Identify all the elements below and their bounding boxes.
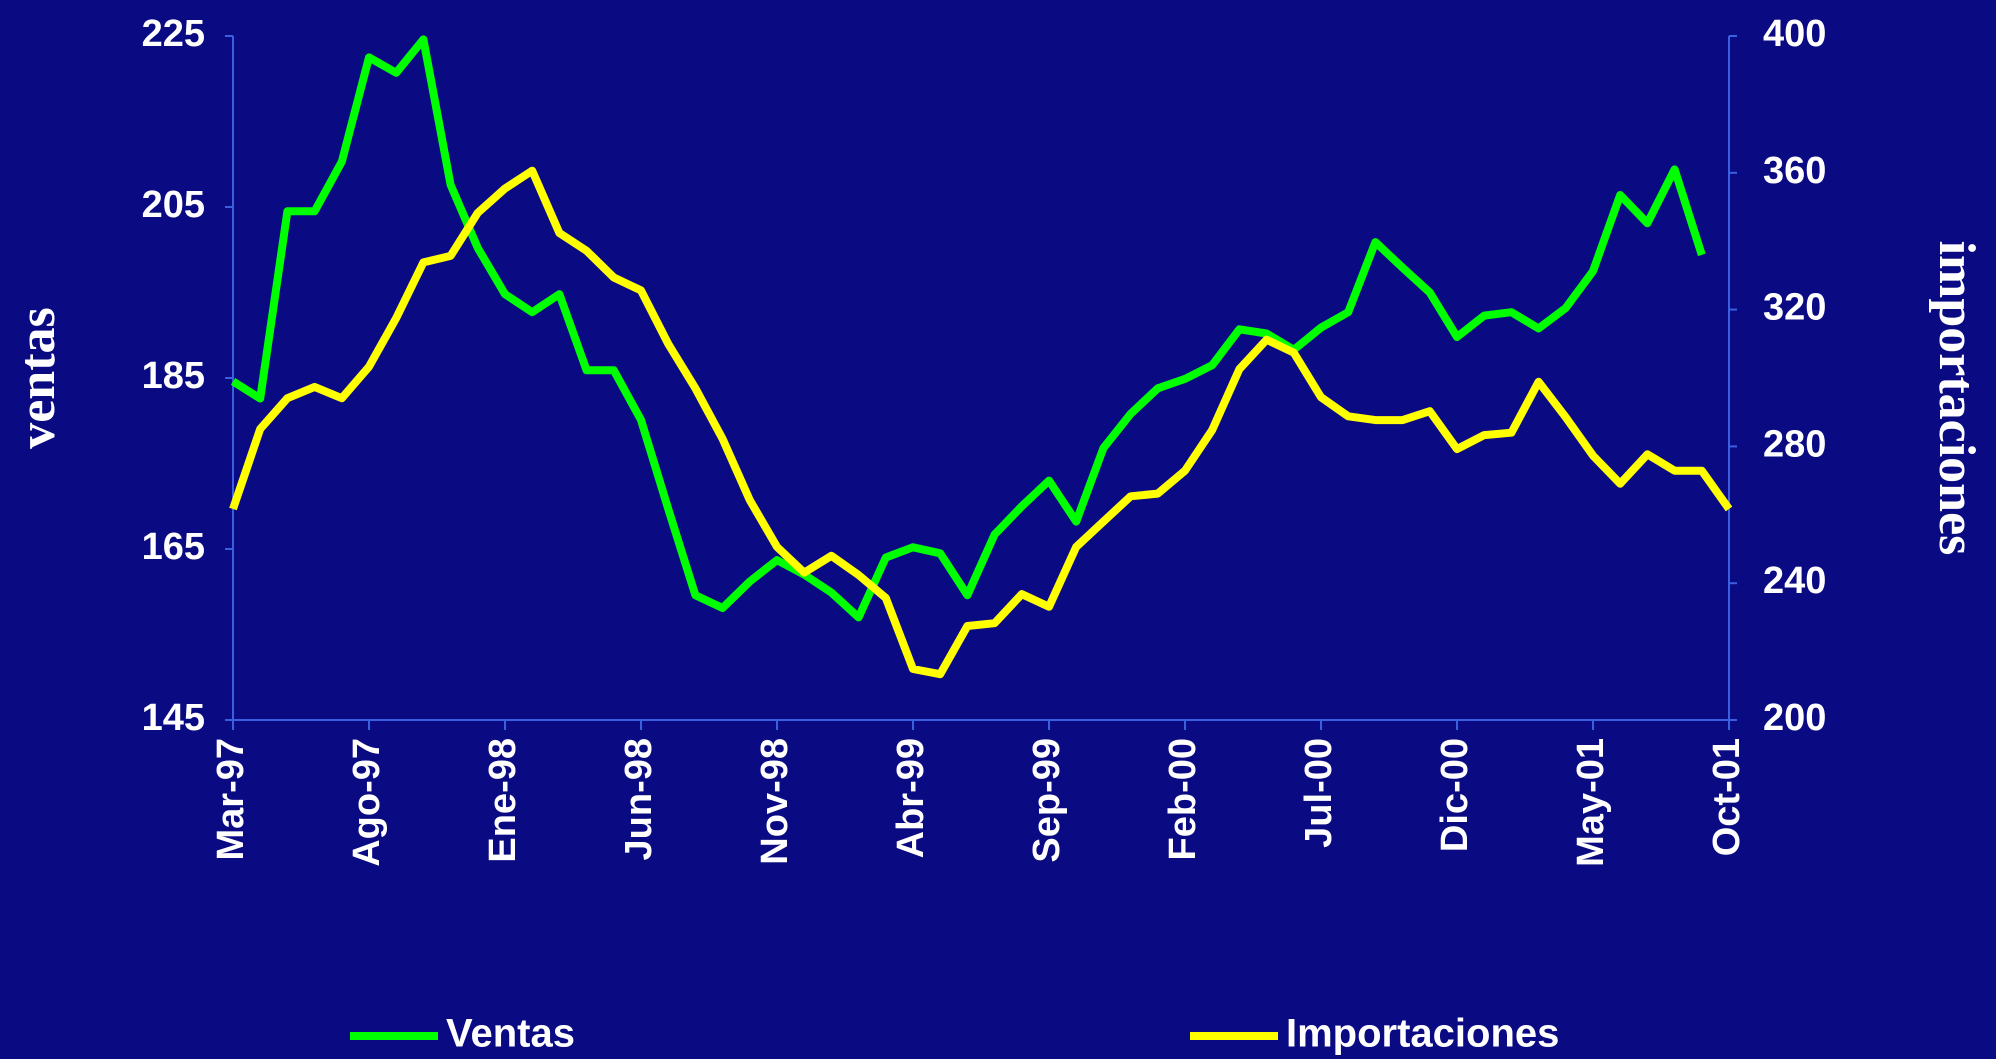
legend-label: Ventas (446, 1012, 575, 1056)
y-tick-label: 165 (142, 526, 205, 568)
x-tick-label: May-01 (1570, 738, 1612, 867)
y2-tick-label: 360 (1763, 150, 1826, 192)
y-tick-label: 145 (142, 697, 205, 739)
x-tick-label: Sep-99 (1026, 738, 1068, 863)
y-tick-label: 225 (142, 13, 205, 55)
x-tick-label: Ago-97 (346, 738, 388, 867)
legend-label: Importaciones (1286, 1012, 1559, 1056)
x-tick-label: Jun-98 (618, 738, 660, 860)
y-tick-label: 185 (142, 355, 205, 397)
y2-tick-label: 200 (1763, 697, 1826, 739)
x-tick-label: Nov-98 (754, 738, 796, 865)
x-tick-label: Ene-98 (482, 738, 524, 863)
series-line (230, 35, 1706, 622)
y-tick-label: 205 (142, 184, 205, 226)
y2-tick-label: 280 (1763, 423, 1826, 465)
y2-axis-title: importaciones (1928, 241, 1985, 556)
x-tick-label: Feb-00 (1162, 738, 1204, 860)
y2-tick-label: 400 (1763, 13, 1826, 55)
y2-tick-label: 240 (1763, 560, 1826, 602)
y2-tick-label: 320 (1763, 287, 1826, 329)
x-tick-label: Mar-97 (210, 738, 252, 861)
y-axis-title: ventas (9, 307, 66, 449)
series-line (229, 166, 1733, 679)
x-tick-label: Oct-01 (1706, 738, 1748, 856)
x-tick-label: Dic-00 (1434, 738, 1476, 852)
x-tick-label: Jul-00 (1298, 738, 1340, 848)
x-tick-label: Abr-99 (890, 738, 932, 858)
